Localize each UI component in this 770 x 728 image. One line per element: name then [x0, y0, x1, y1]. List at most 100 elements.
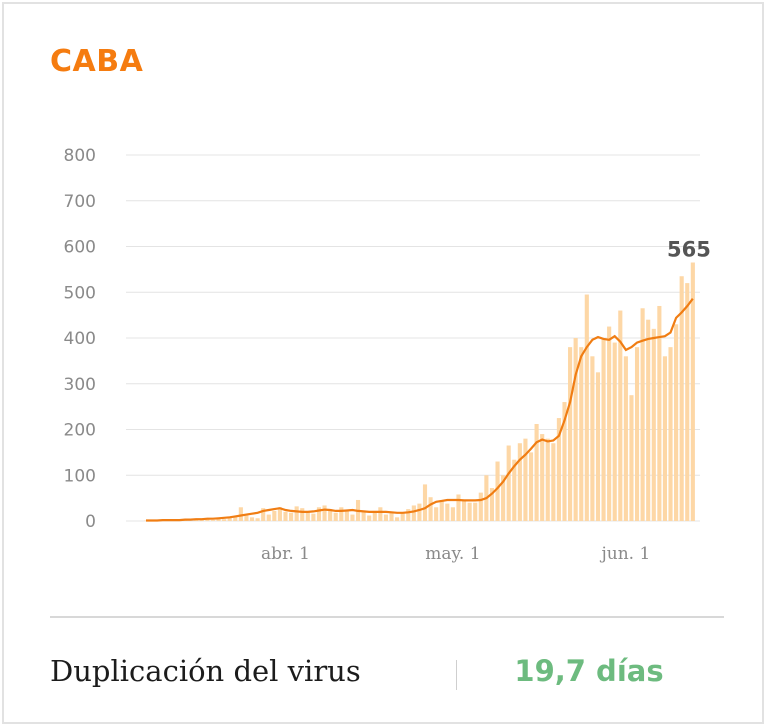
x-axis-ticks: abr. 1 may. 1 jun. 1: [261, 544, 650, 564]
bar: [255, 518, 260, 521]
bar: [495, 461, 500, 521]
y-tick-label: 0: [85, 512, 96, 532]
bar: [540, 434, 545, 521]
bar: [383, 514, 389, 521]
bar: [461, 499, 467, 521]
footer-separator: [456, 660, 457, 690]
bar: [244, 515, 249, 521]
bar: [506, 445, 511, 521]
bar: [690, 262, 695, 521]
bar: [523, 438, 528, 521]
bar: [651, 328, 656, 521]
y-axis-ticks: 0 100 200 300 400 500 600 700 800: [64, 146, 96, 532]
bar: [210, 520, 216, 521]
bar: [199, 519, 204, 521]
bar: [646, 319, 651, 521]
x-tick-label: abr. 1: [261, 544, 310, 564]
bar: [422, 484, 428, 521]
bar: [562, 402, 567, 521]
bar: [389, 511, 394, 521]
bar: [445, 503, 450, 521]
bar: [579, 347, 584, 521]
bar: [629, 395, 634, 521]
y-tick-label: 300: [64, 375, 96, 395]
bar: [417, 503, 422, 521]
cases-chart: 0 100 200 300 400 500 600 700 800 abr. 1 may. 1 ju…: [64, 146, 711, 564]
bar: [517, 443, 522, 521]
bar: [489, 488, 495, 521]
bar: [350, 514, 355, 521]
bar: [528, 452, 534, 521]
bar: [227, 517, 232, 521]
bar: [439, 499, 444, 521]
doubling-value: 19,7 días: [514, 654, 664, 688]
bar: [361, 511, 366, 521]
bar: [685, 283, 690, 521]
bar: [662, 356, 668, 521]
bar: [305, 510, 310, 521]
bar: [411, 505, 416, 521]
bar: [233, 516, 238, 521]
bar: [556, 418, 561, 521]
bar: [328, 509, 333, 521]
bar: [261, 508, 266, 521]
bar: [322, 505, 327, 521]
x-tick-label: jun. 1: [599, 544, 650, 564]
bar: [467, 502, 472, 521]
bar: [216, 518, 221, 521]
bar: [339, 507, 344, 521]
bar: [395, 517, 400, 521]
y-tick-label: 500: [64, 283, 96, 303]
bar: [450, 507, 455, 521]
bar: [283, 511, 288, 521]
bar: [679, 276, 684, 521]
footer-divider: [50, 616, 724, 618]
latest-value-label: 565: [667, 238, 711, 262]
bar: [618, 310, 623, 521]
bar: [400, 512, 405, 521]
bar: [612, 342, 617, 521]
bar: [640, 308, 645, 521]
bar: [478, 492, 483, 521]
bar: [584, 294, 589, 521]
gridlines: [126, 154, 700, 522]
y-tick-label: 700: [64, 192, 96, 212]
bar: [249, 517, 255, 521]
bar: [300, 508, 305, 521]
bar: [277, 507, 282, 521]
bar: [590, 356, 595, 521]
x-tick-label: may. 1: [425, 544, 480, 564]
y-tick-label: 200: [64, 421, 96, 441]
bar: [272, 510, 277, 521]
chart-title: CABA: [50, 44, 144, 79]
bar: [657, 305, 662, 521]
bar: [473, 502, 478, 521]
bar: [372, 510, 377, 521]
bar: [623, 356, 628, 521]
bar: [534, 424, 539, 521]
bar: [316, 507, 322, 521]
bar: [551, 443, 556, 521]
y-tick-label: 800: [64, 146, 96, 166]
bar: [634, 347, 640, 521]
bar: [573, 338, 578, 521]
y-tick-label: 400: [64, 329, 96, 349]
bar: [674, 324, 679, 521]
bar: [205, 518, 210, 521]
bar: [501, 475, 506, 521]
y-tick-label: 600: [64, 238, 96, 258]
bar: [668, 347, 673, 521]
bar: [595, 372, 601, 521]
bar: [367, 515, 372, 521]
bar: [512, 459, 517, 521]
bar: [266, 514, 271, 521]
bar: [568, 347, 573, 521]
bar: [289, 512, 294, 521]
moving-average-line: [146, 298, 694, 522]
bar-series: [143, 262, 695, 521]
doubling-label: Duplicación del virus: [50, 654, 361, 688]
bar: [428, 497, 433, 521]
bar: [222, 519, 227, 521]
bar: [311, 513, 316, 521]
